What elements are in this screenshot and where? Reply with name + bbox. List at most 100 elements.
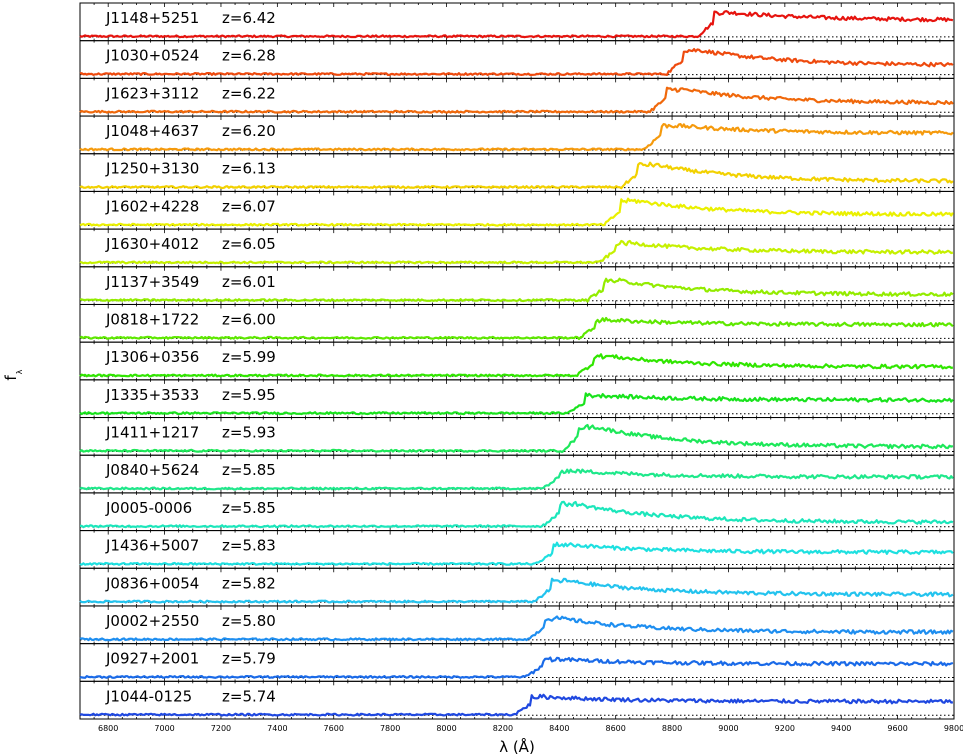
panel-redshift-label: z=6.05 [222,235,276,253]
panel-frame [79,115,955,155]
panel-J1306+0356: J1306+0356 z=5.99 [79,341,955,381]
panel-frame [79,454,955,494]
panel-J0005-0006: J0005-0006 z=5.85 [79,492,955,532]
panel-J1148+5251: J1148+5251 z=6.42 [79,2,955,42]
x-tick-label: 8400 [549,724,569,733]
panel-redshift-label: z=6.00 [222,310,276,328]
x-tick-label: 8600 [605,724,625,733]
panel-redshift-label: z=5.80 [222,612,276,630]
x-tick-label: 7600 [324,724,344,733]
series-line-J1044-0125 [79,693,953,717]
x-tick-label: 9400 [831,724,851,733]
y-axis-label: f λ [2,369,24,380]
panel-J0840+5624: J0840+5624 z=5.85 [79,454,955,494]
panel-name-label: J1148+5251 [105,9,199,27]
panel-name-label: J1137+3549 [105,273,199,291]
x-axis-label: λ (Å) [499,737,535,756]
series-line-J0836+0054 [79,577,954,604]
panel-J1335+3533: J1335+3533 z=5.95 [79,379,955,419]
panel-redshift-label: z=5.95 [222,386,276,404]
series-line-J1030+0524 [79,48,954,76]
x-tick-label: 9200 [775,724,795,733]
panel-J1044-0125: J1044-0125 z=5.74 [79,680,955,720]
panel-name-label: J0005-0006 [105,499,192,517]
x-tick-label: 8200 [493,724,513,733]
panel-J1048+4637: J1048+4637 z=6.20 [79,115,955,155]
panel-name-label: J1411+1217 [105,424,199,442]
panel-name-label: J0002+2550 [105,612,199,630]
series-line-J1623+3112 [79,86,954,114]
series-line-J1630+4012 [79,239,954,265]
panel-name-label: J1048+4637 [105,122,199,140]
panel-J0002+2550: J0002+2550 z=5.80 [79,605,955,645]
series-line-J0840+5624 [79,468,954,491]
panel-J1250+3130: J1250+3130 z=6.13 [79,153,955,192]
x-tick-label: 8000 [436,724,456,733]
panel-redshift-label: z=5.99 [222,348,276,366]
x-tick-label: 7200 [211,724,231,733]
panel-redshift-label: z=6.07 [222,197,276,215]
x-axis: 6800 7000 7200 7400 7600 7800 8000 8200 8400 8600… [98,724,963,733]
panel-name-label: J1306+0356 [105,348,199,366]
x-tick-label: 9800 [944,724,963,733]
panel-frame [79,228,955,268]
series-line-J1137+3549 [79,277,954,303]
series-line-J0002+2550 [79,615,954,642]
panel-J1602+4228: J1602+4228 z=6.07 [79,190,955,230]
panel-name-label: J1623+3112 [105,84,199,102]
panel-redshift-label: z=5.74 [222,687,276,705]
panel-frame [79,266,955,305]
panel-redshift-label: z=5.82 [222,574,276,592]
panel-J0836+0054: J0836+0054 z=5.82 [79,567,955,607]
panels-layer: J1148+5251 z=6.42 J1030+0524 z=6.28 J1623+31… [79,2,955,720]
panel-redshift-label: z=6.13 [222,160,276,178]
panel-redshift-label: z=6.01 [222,273,276,291]
x-tick-label: 8800 [662,724,682,733]
panel-redshift-label: z=5.93 [222,424,276,442]
panel-J1030+0524: J1030+0524 z=6.28 [79,40,955,79]
panel-name-label: J1250+3130 [105,160,199,178]
panel-J1630+4012: J1630+4012 z=6.05 [79,228,955,268]
panel-redshift-label: z=5.83 [222,537,276,555]
panel-J1436+5007: J1436+5007 z=5.83 [79,530,955,569]
panel-redshift-label: z=5.79 [222,650,276,668]
series-line-J0818+1722 [79,316,954,341]
panel-name-label: J0840+5624 [105,461,199,479]
panel-name-label: J1335+3533 [105,386,199,404]
panel-redshift-label: z=6.20 [222,122,276,140]
panel-J1623+3112: J1623+3112 z=6.22 [79,77,955,117]
y-axis-label-text: f [2,375,20,381]
panel-redshift-label: z=6.42 [222,9,276,27]
panel-name-label: J1630+4012 [105,235,199,253]
series-line-J1048+4637 [79,123,954,152]
panel-name-label: J1030+0524 [105,47,199,65]
panel-redshift-label: z=6.28 [222,47,276,65]
series-line-J1436+5007 [79,541,954,566]
x-tick-label: 9000 [718,724,738,733]
y-axis-label-subscript: λ [15,369,24,374]
series-line-J1602+4228 [79,197,954,227]
panel-name-label: J1044-0125 [105,687,192,705]
panel-name-label: J0836+0054 [105,574,199,592]
panel-J1411+1217: J1411+1217 z=5.93 [79,417,955,456]
x-tick-label: 7400 [267,724,287,733]
series-line-J1148+5251 [79,10,954,39]
x-tick-label: 9600 [887,724,907,733]
panel-name-label: J1436+5007 [105,537,199,555]
panel-J0927+2001: J0927+2001 z=5.79 [79,643,955,682]
panel-redshift-label: z=6.22 [222,84,276,102]
series-line-J0927+2001 [79,656,954,679]
series-line-J1306+0356 [79,353,954,378]
panel-redshift-label: z=5.85 [222,499,276,517]
series-line-J1335+3533 [79,392,954,416]
panel-J0818+1722: J0818+1722 z=6.00 [79,303,955,343]
x-tick-label: 6800 [98,724,118,733]
panel-frame [79,379,955,419]
panel-name-label: J1602+4228 [105,197,199,215]
panel-J1137+3549: J1137+3549 z=6.01 [79,266,955,305]
x-tick-label: 7000 [154,724,174,733]
panel-redshift-label: z=5.85 [222,461,276,479]
panel-name-label: J0818+1722 [105,310,199,328]
